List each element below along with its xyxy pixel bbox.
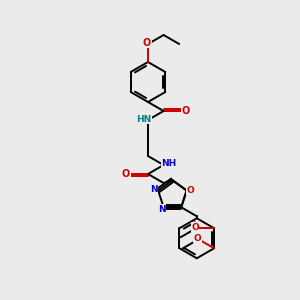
Text: HN: HN [136,115,152,124]
Text: O: O [122,169,130,179]
Text: O: O [143,38,151,48]
Text: O: O [187,186,194,195]
Text: NH: NH [161,160,176,169]
Text: O: O [194,234,201,243]
Text: N: N [158,205,165,214]
Text: O: O [191,223,199,232]
Text: N: N [150,185,158,194]
Text: O: O [182,106,190,116]
